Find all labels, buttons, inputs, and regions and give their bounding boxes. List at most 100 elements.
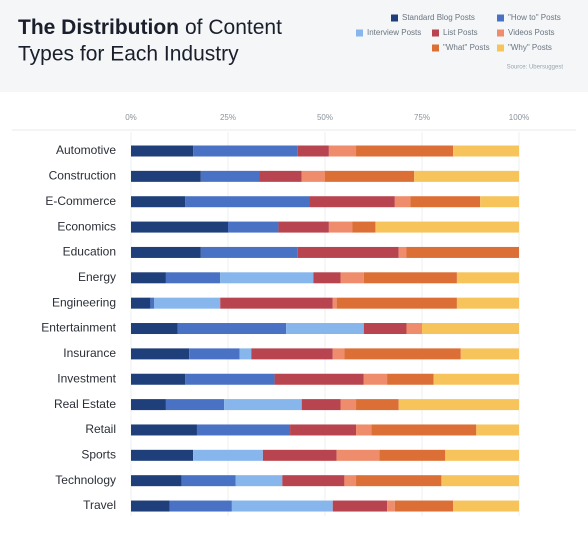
- bar-segment: [356, 399, 399, 411]
- y-tick-label: Engineering: [52, 295, 116, 309]
- y-tick-label: Economics: [57, 219, 116, 233]
- bar-segment: [259, 170, 302, 182]
- bar-segment: [185, 196, 310, 208]
- chart-title: The Distribution of Content: [18, 16, 282, 39]
- bar-segment: [131, 196, 186, 208]
- bar-segment: [406, 246, 519, 258]
- bar-segment: [131, 246, 201, 258]
- bar-segment: [344, 475, 357, 487]
- bar-segment: [297, 246, 399, 258]
- bar-segment: [375, 221, 519, 233]
- x-tick-label: 25%: [220, 113, 236, 122]
- bar-segment: [328, 145, 357, 157]
- source: Source: Ubersuggest: [507, 65, 564, 71]
- bar-segment: [301, 399, 341, 411]
- bar-segment: [414, 170, 519, 182]
- bar-segment: [453, 145, 519, 157]
- y-tick-label: Real Estate: [54, 397, 116, 411]
- bar-segment: [340, 399, 357, 411]
- bar-segment: [131, 500, 170, 512]
- bar-segment: [131, 399, 166, 411]
- bar-segment: [441, 475, 519, 487]
- bar-segment: [131, 272, 166, 284]
- bar-segment: [196, 424, 291, 436]
- bar-segment: [297, 145, 329, 157]
- bar-segment: [460, 348, 519, 360]
- legend-label: Videos Posts: [508, 28, 555, 37]
- bar-segment: [200, 246, 298, 258]
- y-tick-label: Education: [63, 245, 116, 259]
- title-line2: Types for Each Industry: [18, 43, 239, 66]
- bar-segment: [309, 196, 395, 208]
- bar-segment: [274, 373, 364, 385]
- bar-segment: [394, 500, 454, 512]
- bar-segment: [150, 297, 155, 309]
- bar-segment: [290, 424, 357, 436]
- bar-segment: [220, 297, 333, 309]
- bar-segment: [165, 272, 221, 284]
- bar-segment: [363, 323, 407, 335]
- bar-segment: [356, 475, 442, 487]
- legend-swatch: [432, 44, 439, 52]
- bar-segment: [231, 500, 333, 512]
- bar-segment: [387, 373, 434, 385]
- title-bold: The Distribution: [18, 16, 179, 39]
- bar-segment: [235, 475, 283, 487]
- bar-segment: [422, 323, 519, 335]
- bar-segment: [131, 145, 194, 157]
- bar-segment: [200, 170, 260, 182]
- bar-segment: [131, 348, 190, 360]
- bar-segment: [189, 348, 240, 360]
- legend-swatch: [356, 29, 363, 37]
- legend-swatch: [391, 14, 398, 22]
- bar-segment: [398, 246, 407, 258]
- bar-segment: [456, 272, 519, 284]
- bar-segment: [371, 424, 477, 436]
- bar-segment: [220, 272, 314, 284]
- bar-segment: [154, 297, 221, 309]
- bar-segment: [177, 323, 287, 335]
- bar-segment: [352, 221, 376, 233]
- bar-segment: [332, 297, 337, 309]
- bar-segment: [131, 449, 194, 461]
- bar-segment: [131, 170, 201, 182]
- bar-segment: [313, 272, 341, 284]
- legend-swatch: [497, 14, 504, 22]
- bar-segment: [328, 221, 353, 233]
- legend-swatch: [497, 29, 504, 37]
- bar-segment: [165, 399, 225, 411]
- y-tick-label: Construction: [49, 169, 116, 183]
- bar-segment: [363, 272, 457, 284]
- bar-segment: [480, 196, 519, 208]
- x-tick-label: 75%: [414, 113, 430, 122]
- bar-segment: [433, 373, 519, 385]
- y-tick-label: E-Commerce: [45, 194, 116, 208]
- bar-segment: [301, 170, 325, 182]
- bar-segment: [379, 449, 446, 461]
- legend-swatch: [497, 44, 504, 52]
- bar-segment: [453, 500, 519, 512]
- legend-label: Interview Posts: [367, 28, 421, 37]
- bar-segment: [476, 424, 519, 436]
- bar-segment: [282, 475, 345, 487]
- bar-segment: [251, 348, 333, 360]
- legend-label: "How to" Posts: [508, 13, 561, 22]
- header-background: [0, 0, 588, 92]
- y-tick-label: Technology: [55, 473, 116, 487]
- bar-segment: [278, 221, 329, 233]
- bar-segment: [332, 500, 388, 512]
- bar-segment: [336, 449, 380, 461]
- bar-segment: [131, 297, 151, 309]
- bar-segment: [193, 145, 298, 157]
- y-tick-label: Travel: [83, 498, 116, 512]
- legend-label: "Why" Posts: [508, 43, 552, 52]
- bar-segment: [363, 373, 388, 385]
- bar-segment: [445, 449, 519, 461]
- bar-segment: [224, 399, 302, 411]
- bar-segment: [181, 475, 236, 487]
- legend-label: Standard Blog Posts: [402, 13, 475, 22]
- bar-segment: [228, 221, 279, 233]
- bar-segment: [131, 475, 182, 487]
- bar-segment: [336, 297, 457, 309]
